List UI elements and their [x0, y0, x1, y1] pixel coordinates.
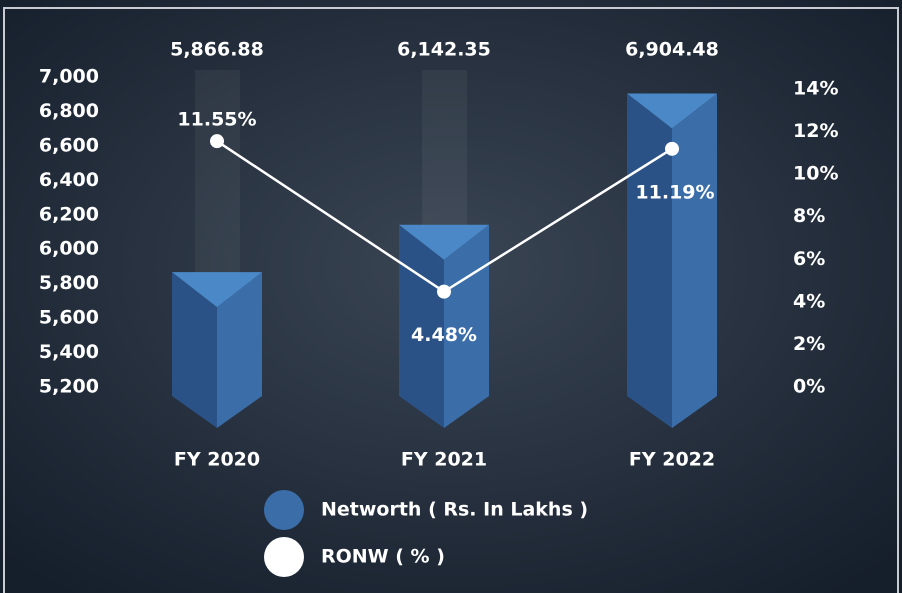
legend-marker: [264, 537, 304, 577]
frame: [3, 7, 899, 593]
y2-tick-label: 12%: [793, 120, 838, 142]
bar-right-face: [672, 93, 717, 428]
y2-tick-label: 10%: [793, 163, 838, 185]
bar-left-face: [172, 272, 217, 428]
bar: [627, 93, 717, 428]
line-point: [665, 141, 679, 156]
y2-tick-label: 8%: [793, 205, 825, 227]
bar-top: [172, 272, 262, 308]
x-tick-label: FY 2022: [629, 449, 715, 471]
bar-right-face: [444, 224, 489, 428]
data-label: 11.55%: [177, 109, 256, 131]
y-tick-label: 6,800: [39, 100, 99, 122]
bar: [172, 272, 262, 428]
bar-top: [399, 224, 489, 260]
y-tick-label: 6,000: [39, 238, 99, 260]
shadow: [422, 70, 467, 230]
shadow: [195, 70, 240, 280]
data-label: 4.48%: [411, 324, 477, 346]
y-tick-label: 5,200: [39, 376, 99, 398]
legend-marker: [264, 490, 304, 530]
legend-label: RONW ( % ): [321, 546, 445, 568]
bar-top: [627, 93, 717, 129]
x-tick-label: FY 2021: [401, 449, 487, 471]
data-label: 6,904.48: [625, 39, 719, 61]
y2-tick-label: 0%: [793, 376, 825, 398]
data-label: 11.19%: [635, 181, 714, 203]
y2-tick-label: 6%: [793, 248, 825, 270]
data-label: 6,142.35: [397, 39, 491, 61]
y2-tick-label: 4%: [793, 290, 825, 312]
y-tick-label: 5,600: [39, 307, 99, 329]
y2-tick-label: 2%: [793, 333, 825, 355]
y-tick-label: 5,800: [39, 272, 99, 294]
y-tick-label: 7,000: [39, 66, 99, 88]
bar-left-face: [627, 93, 672, 428]
legend-label: Networth ( Rs. In Lakhs ): [321, 499, 588, 521]
x-tick-label: FY 2020: [174, 449, 260, 471]
data-label: 5,866.88: [170, 39, 264, 61]
y-tick-label: 6,600: [39, 134, 99, 156]
line-point: [210, 134, 224, 149]
line-point: [437, 284, 451, 299]
bar-left-face: [399, 224, 444, 428]
y2-tick-label: 14%: [793, 78, 838, 100]
bar: [399, 224, 489, 428]
y-tick-label: 5,400: [39, 341, 99, 363]
y-tick-label: 6,200: [39, 203, 99, 225]
y-tick-label: 6,400: [39, 169, 99, 191]
bar-right-face: [217, 272, 262, 428]
